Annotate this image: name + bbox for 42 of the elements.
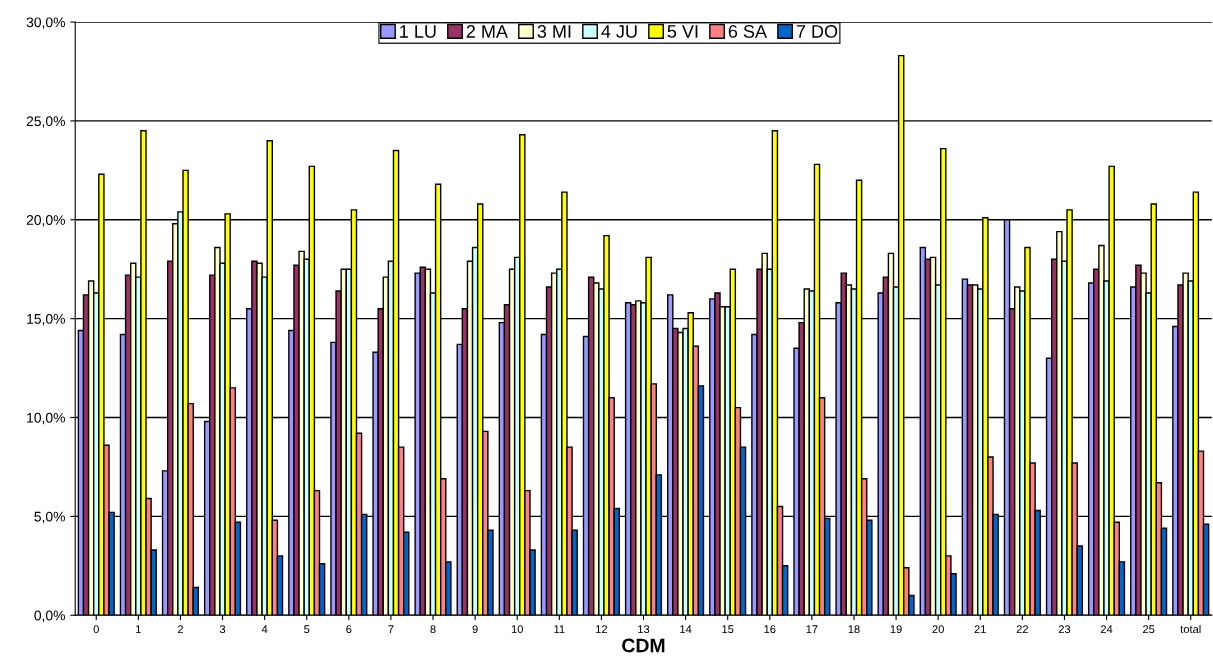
x-tick-label: 23 [1058, 625, 1071, 634]
y-tick-label: 5,0% [34, 511, 65, 524]
y-tick-label: 30,0% [26, 17, 65, 29]
legend-label: 1 LU [400, 25, 436, 38]
x-tick-label: 22 [1016, 625, 1028, 633]
x-tick-label: 21 [974, 625, 986, 633]
x-tick-label: 15 [722, 625, 734, 634]
y-tick-label: 10,0% [27, 412, 65, 425]
x-tick-label: 3 [219, 625, 226, 634]
x-tick-label: 4 [261, 625, 268, 633]
legend-label: 5 VI [667, 25, 698, 38]
x-tick-label: 14 [680, 625, 692, 633]
x-tick-label: 8 [430, 625, 436, 634]
x-tick-label: 2 [177, 625, 183, 633]
x-tick-label: 20 [932, 625, 944, 634]
x-tick-label: total [1180, 624, 1201, 634]
x-tick-label: 1 [136, 625, 141, 633]
x-tick-label: 19 [890, 625, 902, 634]
x-tick-label: 18 [848, 625, 860, 634]
legend-label: 4 JU [601, 25, 637, 38]
legend-label: 6 SA [728, 25, 767, 38]
legend-label: 2 MA [466, 25, 508, 38]
x-tick-label: 6 [346, 625, 352, 634]
x-tick-label: 25 [1143, 625, 1155, 634]
y-tick-label: 0,0% [34, 610, 65, 623]
x-tick-label: 11 [554, 625, 565, 633]
x-tick-label: 10 [511, 625, 523, 634]
x-tick-label: 17 [806, 625, 818, 633]
x-tick-label: 7 [388, 625, 394, 633]
y-tick-label: 15,0% [27, 313, 65, 326]
y-tick-label: 20,0% [26, 215, 65, 227]
x-tick-label: 12 [596, 625, 608, 633]
x-tick-label: 24 [1100, 625, 1113, 633]
x-tick-label: 9 [472, 625, 478, 634]
x-axis-title: CDM [622, 638, 665, 653]
x-tick-label: 16 [764, 625, 776, 634]
legend-label: 3 MI [537, 25, 571, 38]
x-tick-label: 13 [638, 625, 650, 634]
y-tick-label: 25,0% [26, 116, 65, 128]
x-tick-label: 5 [304, 625, 310, 634]
x-tick-label: 0 [93, 625, 99, 634]
legend-label: 7 DO [796, 25, 838, 38]
